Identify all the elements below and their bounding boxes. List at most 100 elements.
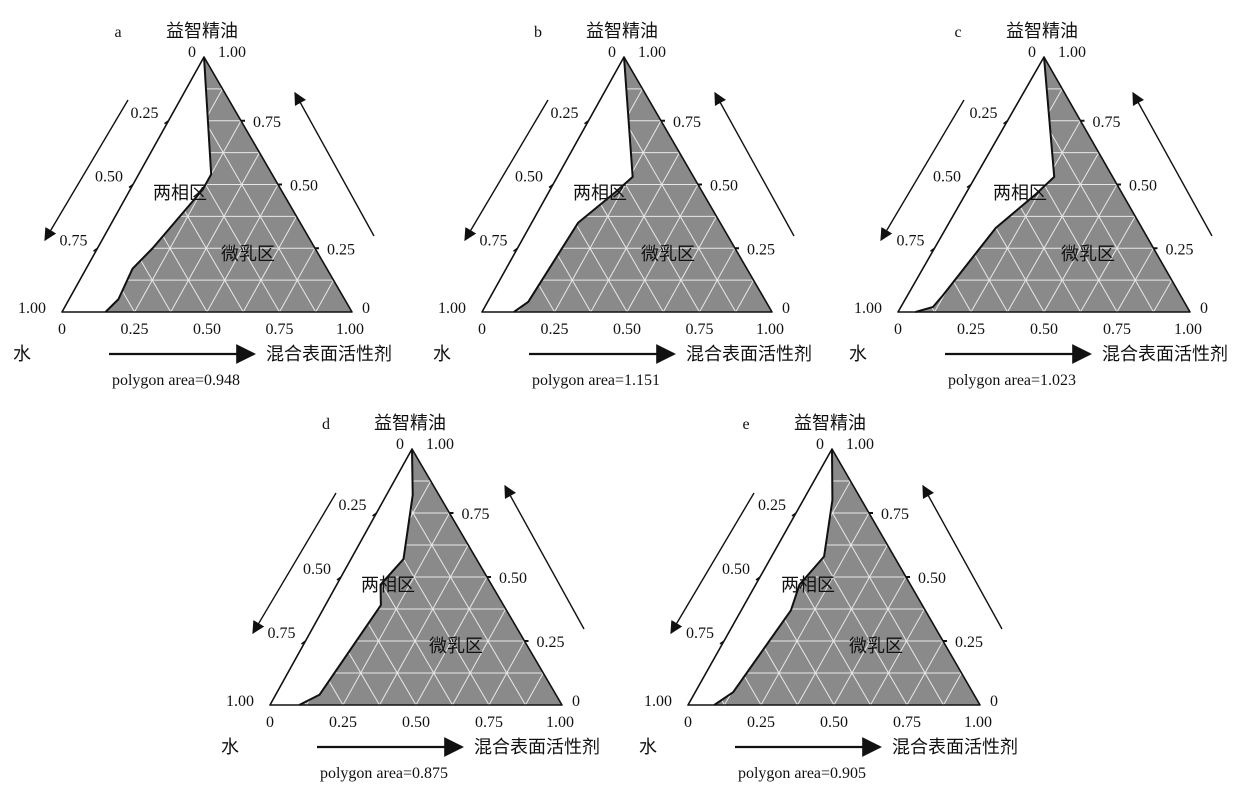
phase-boundary xyxy=(713,448,834,706)
left-tick-label: 0.50 xyxy=(95,169,123,186)
panel-letter: a xyxy=(114,24,121,41)
axis-label-surfactant: 混合表面活性剂 xyxy=(474,737,600,758)
panel-letter: e xyxy=(742,416,749,433)
two-phase-label: 两相区 xyxy=(573,183,627,204)
bottom-tick-label: 0.50 xyxy=(402,714,430,731)
phase-boundary xyxy=(915,56,1056,313)
apex-label-right: 1.00 xyxy=(1058,44,1086,61)
bottom-tick-label: 0.75 xyxy=(1103,321,1131,338)
polygon-area-caption: polygon area=0.905 xyxy=(738,765,866,782)
bottom-tick-label: 0.25 xyxy=(121,321,149,338)
left-tick xyxy=(755,576,761,581)
right-tick-label: 0.50 xyxy=(290,178,318,195)
apex-label-right: 1.00 xyxy=(426,436,454,453)
axis-label-surfactant: 混合表面活性剂 xyxy=(266,344,392,365)
bottom-tick-label: 0 xyxy=(478,321,486,338)
apex-label-left: 0 xyxy=(608,44,616,61)
left-tick-label: 0.50 xyxy=(515,169,543,186)
apex-label-right: 1.00 xyxy=(638,44,666,61)
bottom-tick-label: 0.75 xyxy=(893,714,921,731)
left-tick xyxy=(513,247,518,252)
right-tick-label: 0.50 xyxy=(499,570,527,587)
bottom-tick-label: 1.00 xyxy=(756,321,784,338)
microemulsion-label: 微乳区 xyxy=(429,636,483,657)
panel-letter: d xyxy=(322,416,330,433)
two-phase-label: 两相区 xyxy=(361,575,415,596)
left-tick-label: 0.75 xyxy=(897,232,925,249)
left-tick-label: 0.50 xyxy=(722,561,750,578)
corner-label-water: 1.00 xyxy=(644,693,672,710)
apex-label-left: 0 xyxy=(816,436,824,453)
right-tick-label: 0.25 xyxy=(1166,241,1194,258)
axis-label-surfactant: 混合表面活性剂 xyxy=(892,737,1018,758)
corner-label-water: 1.00 xyxy=(18,300,46,317)
left-tick xyxy=(966,183,972,189)
corner-label-right: 0 xyxy=(782,300,790,317)
right-tick-label: 0.25 xyxy=(537,634,565,651)
two-phase-label: 两相区 xyxy=(153,183,207,204)
left-tick xyxy=(164,120,169,125)
panel-letter: c xyxy=(954,24,961,41)
corner-label-right: 0 xyxy=(1200,300,1208,317)
left-tick-label: 0.50 xyxy=(303,561,331,578)
left-tick xyxy=(584,120,589,125)
panel-letter: b xyxy=(534,24,542,41)
axis-label-surfactant: 混合表面活性剂 xyxy=(1102,344,1228,365)
oil-axis-arrow xyxy=(504,484,585,630)
oil-axis-arrow xyxy=(922,484,1003,630)
microemulsion-label: 微乳区 xyxy=(1061,244,1115,265)
ternary-panel-b: b 益智精油 0 1.00 0.25 0.50 0.75 0.75 0.50 0.25 1.00 0 0… xyxy=(433,21,812,389)
water-axis-arrow xyxy=(880,99,965,242)
ternary-panel-c: c 益智精油 0 1.00 0.25 0.50 0.75 0.75 0.50 0.25 1.00 0 0… xyxy=(849,21,1228,389)
phase-boundary xyxy=(104,56,213,313)
axis-label-water: 水 xyxy=(13,344,31,365)
water-axis-arrow xyxy=(464,99,549,242)
two-phase-label: 两相区 xyxy=(781,575,835,596)
polygon-area-caption: polygon area=1.151 xyxy=(532,372,660,389)
left-tick-label: 0.75 xyxy=(686,625,714,642)
ternary-panel-e: e 益智精油 0 1.00 0.25 0.50 0.75 0.75 0.50 0.25 1.00 0 0… xyxy=(639,413,1018,782)
water-axis-arrow xyxy=(252,492,337,635)
left-tick xyxy=(93,247,98,252)
right-tick-label: 0.25 xyxy=(955,634,983,651)
bottom-tick-label: 0.25 xyxy=(957,321,985,338)
axis-label-oil: 益智精油 xyxy=(374,413,446,434)
bottom-tick-label: 0.25 xyxy=(329,714,357,731)
corner-label-right: 0 xyxy=(990,693,998,710)
left-tick-label: 0.25 xyxy=(339,497,367,514)
phase-boundary xyxy=(513,56,634,313)
microemulsion-label: 微乳区 xyxy=(849,636,903,657)
phase-boundary xyxy=(298,448,414,706)
polygon-area-caption: polygon area=0.875 xyxy=(320,765,448,782)
axis-label-water: 水 xyxy=(221,737,239,758)
left-tick xyxy=(301,640,306,645)
bottom-tick-label: 0.50 xyxy=(193,321,221,338)
left-tick-label: 0.75 xyxy=(480,232,508,249)
left-tick xyxy=(719,640,725,645)
bottom-tick-label: 0.75 xyxy=(686,321,714,338)
apex-label-right: 1.00 xyxy=(846,436,874,453)
bottom-tick-label: 1.00 xyxy=(336,321,364,338)
right-tick-label: 0.75 xyxy=(253,114,281,131)
bottom-tick-label: 0.50 xyxy=(1030,321,1058,338)
bottom-tick-label: 0 xyxy=(684,714,692,731)
left-tick-label: 0.75 xyxy=(60,232,88,249)
bottom-tick-label: 0.50 xyxy=(820,714,848,731)
corner-label-water: 1.00 xyxy=(854,300,882,317)
right-tick-label: 0.75 xyxy=(462,506,490,523)
right-tick-label: 0.50 xyxy=(1129,178,1157,195)
ternary-panel-d: d 益智精油 0 1.00 0.25 0.50 0.75 0.75 0.50 0.25 1.00 0 0… xyxy=(221,413,600,782)
oil-axis-arrow xyxy=(294,91,375,237)
ternary-panel-a: a 益智精油 0 1.00 0.25 0.50 0.75 0.75 0.50 0.25 1.00 0 0… xyxy=(13,21,392,389)
bottom-tick-label: 1.00 xyxy=(1174,321,1202,338)
left-tick-label: 0.25 xyxy=(131,105,159,122)
oil-axis-arrow xyxy=(1132,91,1213,237)
water-axis-arrow xyxy=(670,492,755,635)
corner-label-right: 0 xyxy=(572,693,580,710)
axis-label-water: 水 xyxy=(849,344,867,365)
left-tick xyxy=(1003,120,1008,125)
polygon-area-caption: polygon area=1.023 xyxy=(948,372,1076,389)
apex-label-left: 0 xyxy=(188,44,196,61)
axis-label-oil: 益智精油 xyxy=(1006,21,1078,42)
